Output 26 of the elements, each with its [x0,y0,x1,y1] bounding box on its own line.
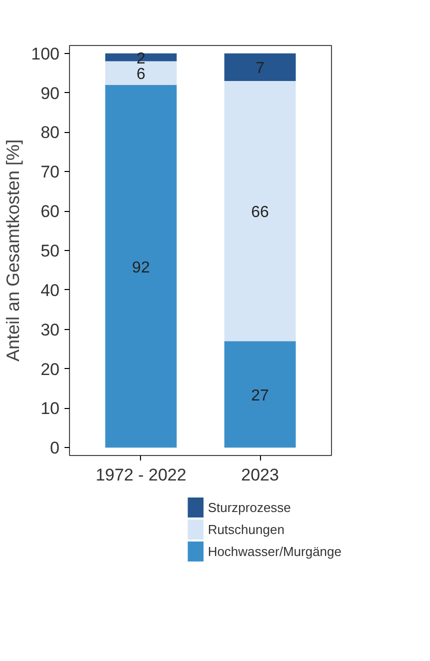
data-label: 27 [251,387,270,404]
y-tick-label: 40 [40,280,60,300]
y-tick-label: 0 [50,438,60,458]
x-tick-label: 2023 [241,466,279,484]
y-tick-label: 70 [40,162,60,182]
data-label: 66 [251,204,270,222]
y-tick-label: 90 [40,84,60,103]
y-axis-title: Anteil an Gesamtkosten [%] [3,139,24,362]
bar [224,80,296,342]
y-tick-label: 50 [40,242,60,260]
y-tick-label: 10 [40,399,60,418]
legend-label: Rutschungen [208,522,284,537]
bar [224,53,296,81]
y-tick-label: 80 [40,123,60,142]
data-label: 92 [132,259,150,276]
bar [224,341,296,448]
data-label: 6 [136,66,146,84]
x-tick-label: 1972 - 2022 [96,466,186,484]
y-tick-label: 20 [40,360,60,379]
y-tick-label: 100 [31,44,60,64]
y-tick-label: 30 [40,320,60,340]
bar [105,84,177,448]
legend-label: Hochwasser/Murgänge [208,544,342,559]
data-label: 7 [256,60,265,78]
legend-label: Sturzprozesse [208,500,291,515]
y-tick-label: 60 [40,202,60,222]
